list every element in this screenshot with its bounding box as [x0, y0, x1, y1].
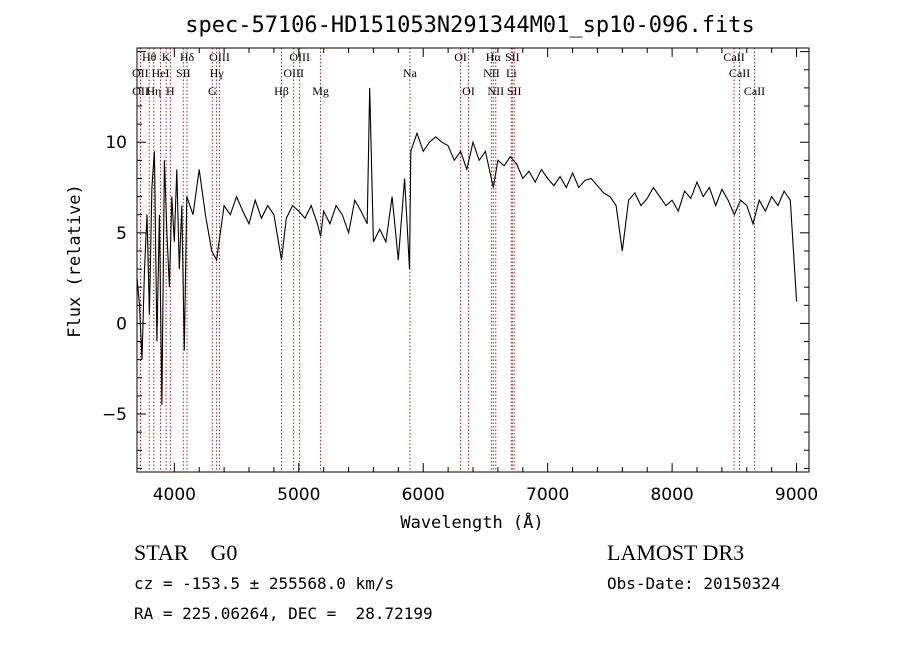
line-label: SII	[505, 50, 520, 64]
line-label: OI	[454, 50, 467, 64]
line-label: Hη	[146, 84, 161, 98]
line-label: OIII	[209, 50, 230, 64]
line-label: Hβ	[274, 84, 289, 98]
line-label: H	[166, 84, 175, 98]
line-label: OII	[132, 84, 149, 98]
y-tick-label: 10	[105, 133, 127, 153]
line-label: G	[208, 84, 217, 98]
line-label: OII	[132, 66, 149, 80]
coordinates: RA = 225.06264, DEC = 28.72199	[134, 604, 433, 623]
y-tick-label: 0	[116, 314, 127, 334]
x-tick-label: 4000	[153, 485, 196, 505]
line-label: Hα	[486, 50, 502, 64]
line-label: Li	[506, 66, 517, 80]
x-tick-label: 8000	[650, 485, 693, 505]
redshift-velocity: cz = -153.5 ± 255568.0 km/s	[134, 574, 395, 593]
x-tick-label: 7000	[526, 485, 569, 505]
line-label: Hδ	[180, 50, 195, 64]
observation-date: Obs-Date: 20150324	[607, 574, 781, 593]
y-tick-label: 5	[116, 224, 127, 244]
line-label: OIII	[283, 66, 304, 80]
line-label: NII	[487, 84, 504, 98]
emission-line-markers	[139, 48, 755, 472]
line-label: HeI	[152, 66, 170, 80]
line-label: SII	[176, 66, 191, 80]
spectrum-series	[136, 87, 798, 406]
line-label: Hγ	[210, 66, 225, 80]
x-axis: 4000 5000 6000 7000 8000 9000	[153, 48, 818, 505]
x-axis-label: Wavelength (Å)	[400, 511, 543, 533]
y-tick-label: −5	[102, 405, 127, 425]
line-label: CaII	[729, 66, 750, 80]
line-label: Mg	[312, 84, 329, 98]
survey-name: LAMOST DR3	[607, 540, 745, 565]
line-label: Hθ	[142, 50, 157, 64]
line-label: NII	[483, 66, 500, 80]
line-label: OI	[462, 84, 475, 98]
spectrum-line	[136, 87, 798, 406]
y-axis: −5 0 5 10	[102, 51, 809, 469]
line-label: K	[162, 50, 171, 64]
object-class: STAR G0	[134, 540, 238, 565]
line-label: Na	[403, 66, 418, 80]
line-label: CaII	[723, 50, 744, 64]
plot-frame	[136, 47, 810, 473]
x-tick-label: 9000	[775, 485, 818, 505]
line-label: CaII	[744, 84, 765, 98]
line-label: SII	[507, 84, 522, 98]
chart-title: spec-57106-HD151053N291344M01_sp10-096.f…	[185, 13, 755, 38]
line-label: OIII	[289, 50, 310, 64]
x-tick-label: 5000	[277, 485, 320, 505]
x-tick-label: 6000	[402, 485, 445, 505]
y-axis-label: Flux (relative)	[65, 184, 85, 338]
